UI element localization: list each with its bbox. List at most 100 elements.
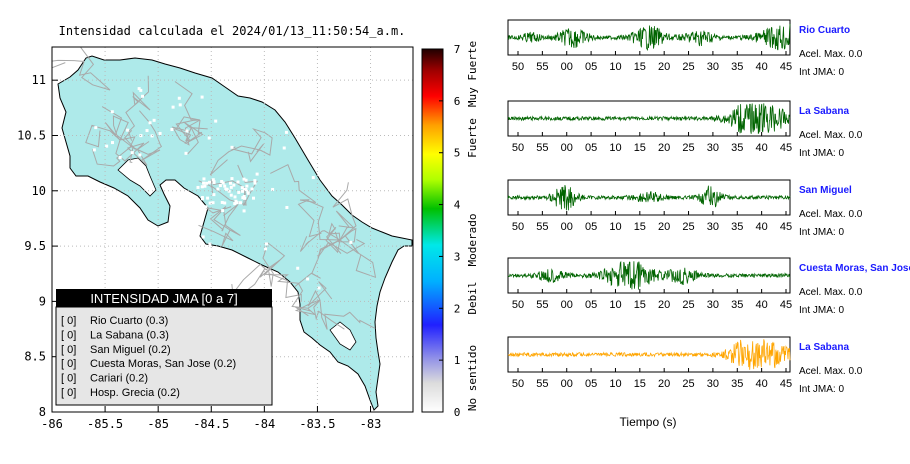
- town-marker: [171, 105, 175, 109]
- acel-max: Acel. Max. 0.0: [799, 287, 863, 298]
- x-tick-label: -83: [360, 417, 382, 431]
- town-marker: [255, 172, 259, 176]
- waveform-tick-label: 20: [658, 299, 670, 311]
- road: [332, 182, 357, 241]
- road: [328, 222, 341, 241]
- town-marker: [232, 183, 236, 187]
- colorbar-label: Muy Fuerte: [466, 41, 479, 107]
- acel-max: Acel. Max. 0.0: [799, 130, 863, 141]
- waveform-tick-label: 30: [707, 142, 719, 154]
- waveform-tick-label: 10: [609, 299, 621, 311]
- waveform-tick-label: 10: [609, 378, 621, 390]
- waveform-tick-label: 15: [634, 299, 646, 311]
- town-marker: [178, 103, 182, 107]
- town-marker: [236, 180, 240, 184]
- waveform-tick-label: 55: [536, 61, 548, 73]
- town-marker: [212, 181, 216, 185]
- waveform-tick-label: 25: [682, 142, 694, 154]
- town-marker: [250, 187, 254, 191]
- town-marker: [246, 190, 250, 194]
- town-marker: [200, 95, 204, 99]
- colorbar-label: Moderado: [466, 214, 479, 267]
- map-title: Intensidad calculada el 2024/01/13_11:50…: [59, 24, 406, 38]
- waveform-tick-label: 15: [634, 61, 646, 73]
- waveform-tick-label: 35: [731, 61, 743, 73]
- road: [317, 238, 366, 258]
- x-tick-label: -83.5: [299, 417, 335, 431]
- y-tick-label: 9: [39, 294, 46, 308]
- station-name: San Miguel: [799, 185, 852, 196]
- town-marker: [235, 201, 239, 205]
- colorbar-gradient: [421, 48, 444, 413]
- waveform-tick-label: 30: [707, 378, 719, 390]
- station-name: La Sabana: [799, 106, 849, 117]
- town-marker: [223, 184, 227, 188]
- waveform-tick-label: 05: [585, 142, 597, 154]
- waveform-tick-label: 00: [561, 142, 573, 154]
- waveform-tick-label: 35: [731, 221, 743, 233]
- town-marker: [244, 187, 248, 191]
- town-marker: [242, 177, 246, 181]
- town-marker: [240, 186, 244, 190]
- town-marker: [92, 148, 96, 152]
- town-marker: [241, 196, 245, 200]
- town-marker: [170, 127, 174, 131]
- town-marker: [220, 179, 224, 183]
- int-jma: Int JMA: 0: [799, 227, 844, 238]
- waveform-tick-label: 45: [780, 299, 792, 311]
- town-marker: [233, 195, 237, 199]
- road: [171, 119, 201, 146]
- waveform-tick-label: 30: [707, 61, 719, 73]
- town-marker: [241, 189, 245, 193]
- road: [129, 146, 161, 163]
- town-marker: [208, 180, 212, 184]
- map-axes: -86 -85.5 -85 -84.5 -84 -83.5 -83 11 10.5 10 9.5 9 8…: [17, 73, 381, 431]
- town-marker: [221, 181, 225, 185]
- waveform-tick-label: 10: [609, 61, 621, 73]
- road: [209, 145, 261, 176]
- road: [263, 259, 302, 302]
- town-marker: [184, 151, 188, 155]
- town-marker: [296, 266, 300, 270]
- town-marker: [200, 185, 204, 189]
- road: [173, 116, 201, 144]
- road: [262, 242, 286, 287]
- town-marker: [233, 202, 237, 206]
- town-marker: [94, 126, 98, 130]
- waveform-tick-label: 55: [536, 221, 548, 233]
- waveform-tick-label: 05: [585, 378, 597, 390]
- waveform-tick-label: 40: [756, 378, 768, 390]
- waveform-tick-label: 25: [682, 221, 694, 233]
- town-marker: [227, 189, 231, 193]
- colorbar-tick-label: 3: [454, 250, 461, 263]
- map-frame: [51, 46, 414, 413]
- legend-item-label: San Miguel (0.2): [90, 344, 171, 356]
- waveform-tick-label: 50: [512, 378, 524, 390]
- road: [294, 239, 341, 288]
- station-name: Cuesta Moras, San Jose: [799, 263, 910, 274]
- x-tick-label: -85.5: [87, 417, 123, 431]
- station-name: Rio Cuarto: [799, 25, 850, 36]
- waveform-tick-label: 20: [658, 142, 670, 154]
- waveform-tick-label: 00: [561, 221, 573, 233]
- town-marker: [253, 181, 257, 185]
- town-marker: [105, 144, 109, 148]
- town-marker: [185, 129, 189, 133]
- waveform-tick-label: 15: [634, 221, 646, 233]
- town-marker: [212, 193, 216, 197]
- waveform-tick-label: 55: [536, 299, 548, 311]
- waveform-panel: 50 55 00 05 10 15 20 25 30 35 40 45 La Sabana Acel. M…: [507, 336, 863, 395]
- road: [270, 164, 317, 203]
- legend-item-code: [ 0]: [61, 387, 76, 399]
- y-tick-label: 8: [39, 405, 46, 419]
- town-marker: [239, 201, 243, 205]
- town-marker: [218, 184, 222, 188]
- int-jma: Int JMA: 0: [799, 148, 844, 159]
- int-jma: Int JMA: 0: [799, 305, 844, 316]
- town-marker: [253, 179, 257, 183]
- station-name: La Sabana: [799, 342, 849, 353]
- intensity-legend: INTENSIDAD JMA [0 a 7] [ 0] Rio Cuarto (0…: [55, 289, 273, 406]
- town-marker: [203, 184, 207, 188]
- waveform-tick-label: 50: [512, 61, 524, 73]
